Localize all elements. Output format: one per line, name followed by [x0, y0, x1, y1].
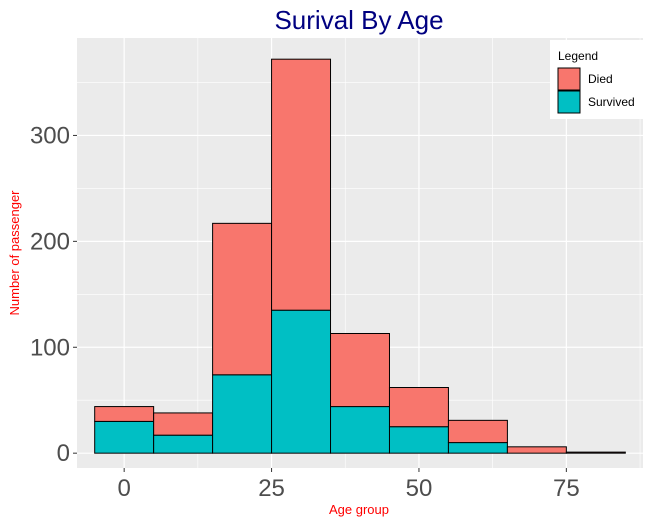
- x-tick-label: 75: [553, 475, 580, 502]
- bar-survived: [94, 420, 155, 454]
- x-tick-label: 25: [258, 475, 285, 502]
- bar-died: [153, 412, 214, 436]
- x-axis-ticks: 0 25 50 75: [117, 468, 580, 502]
- bar-survived: [153, 434, 214, 454]
- legend: Legend Died Survived: [550, 40, 643, 119]
- y-axis-label: Number of passenger: [7, 190, 22, 316]
- y-axis-ticks: 0 100 200 300: [30, 122, 77, 467]
- bar-died: [271, 58, 332, 311]
- y-tick-label: 200: [30, 228, 70, 255]
- bars: [94, 58, 626, 454]
- y-tick-label: 100: [30, 334, 70, 361]
- bar-survived: [447, 442, 508, 454]
- bar-died: [565, 451, 626, 454]
- bar-died: [447, 419, 508, 444]
- legend-title: Legend: [558, 49, 598, 63]
- y-tick-label: 300: [30, 122, 70, 149]
- x-tick-label: 50: [406, 475, 433, 502]
- legend-key-survived: [557, 90, 581, 114]
- legend-key-died: [557, 67, 581, 91]
- bar-died: [506, 446, 567, 454]
- x-axis-label: Age group: [329, 502, 389, 517]
- bar-survived: [330, 406, 390, 454]
- legend-label-survived: Survived: [588, 95, 635, 109]
- x-tick-label: 0: [117, 475, 130, 502]
- bar-died: [330, 332, 390, 408]
- chart-title: Surival By Age: [274, 5, 443, 35]
- bar-survived: [271, 309, 332, 454]
- bar-survived: [212, 374, 273, 454]
- y-tick-label: 0: [57, 440, 70, 467]
- bar-survived: [388, 426, 449, 454]
- bar-died: [212, 222, 273, 376]
- bar-died: [94, 406, 155, 422]
- legend-label-died: Died: [588, 72, 613, 86]
- bar-died: [388, 387, 449, 428]
